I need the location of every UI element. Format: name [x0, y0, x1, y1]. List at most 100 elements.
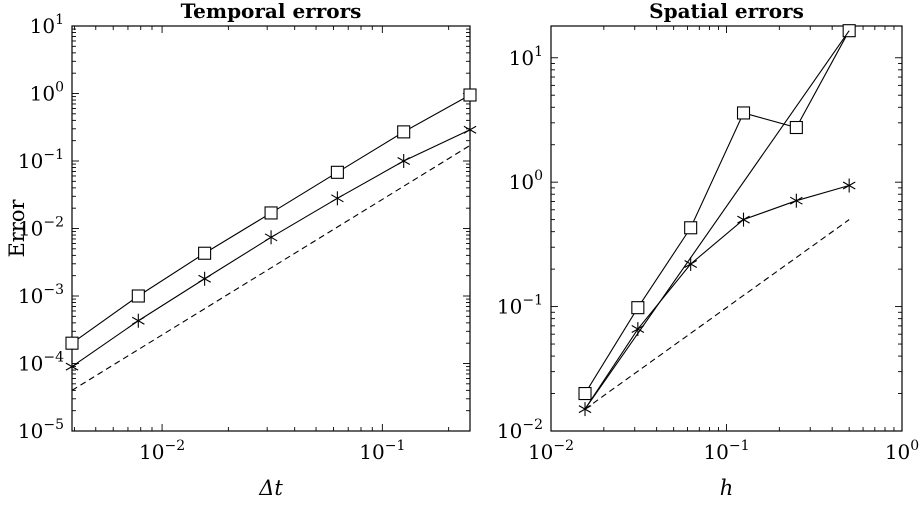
y-tick-label-exponent: −3 — [43, 282, 64, 298]
square-marker — [578, 386, 592, 401]
y-tick-label: 100 — [509, 168, 543, 194]
series-asterisk-series — [578, 178, 856, 417]
asterisk-marker — [198, 271, 211, 286]
x-tick-label-base: 10 — [703, 440, 728, 464]
x-tick-label: 100 — [885, 438, 919, 464]
plot-frame — [71, 25, 471, 432]
asterisk-stroke — [198, 274, 211, 283]
y-tick-label: 101 — [509, 44, 543, 70]
y-tick-label-base: 10 — [18, 352, 43, 376]
asterisk-marker — [331, 191, 344, 206]
y-tick-label-exponent: −5 — [43, 417, 64, 433]
axis-ticks — [550, 26, 903, 432]
x-tick-label: 10−1 — [703, 438, 749, 464]
y-tick-label: 10−4 — [18, 350, 64, 376]
y-tick-label-exponent: −1 — [522, 293, 543, 309]
y-tick-label: 10−1 — [18, 147, 64, 173]
x-tick-label: 10−1 — [359, 438, 405, 464]
series-line — [584, 184, 850, 410]
y-tick-label-exponent: −4 — [43, 350, 64, 366]
square-marker — [684, 221, 698, 235]
series-dashed-reference — [71, 144, 471, 391]
series-line — [71, 129, 471, 368]
x-tick-label-exponent: −2 — [553, 438, 574, 454]
series-reference-line — [584, 30, 850, 410]
series-asterisk-series — [65, 122, 477, 374]
y-tick-label: 10−5 — [18, 417, 64, 443]
asterisk-marker — [789, 193, 803, 208]
square-marker — [264, 206, 278, 220]
asterisk-stroke — [264, 233, 278, 242]
square-marker — [397, 125, 411, 139]
series-dashed-reference — [584, 219, 850, 410]
x-axis-label: Δt — [258, 476, 283, 500]
dashed-line — [71, 144, 471, 391]
asterisk-marker — [264, 230, 278, 245]
asterisk-marker — [842, 178, 856, 193]
y-tick-label-base: 10 — [30, 82, 55, 106]
series-line — [584, 30, 850, 410]
y-tick-label-exponent: 1 — [55, 12, 64, 28]
x-tick-label-base: 10 — [359, 440, 384, 464]
square-marker — [65, 336, 79, 350]
y-tick-label-exponent: 0 — [534, 168, 543, 184]
asterisk-marker — [397, 154, 411, 168]
square-marker — [198, 246, 212, 260]
y-tick-label-base: 10 — [18, 217, 43, 241]
asterisk-stroke — [684, 260, 698, 268]
asterisk-stroke — [789, 196, 803, 205]
chart-title: Temporal errors — [181, 0, 362, 23]
y-tick-label: 10−2 — [497, 417, 543, 443]
series-line — [584, 30, 850, 394]
x-tick-label-exponent: 0 — [910, 438, 919, 454]
y-tick-label-exponent: −1 — [43, 147, 64, 163]
y-tick-label-base: 10 — [497, 295, 522, 319]
y-tick-label-base: 10 — [509, 170, 534, 194]
x-tick-label-exponent: −2 — [164, 438, 185, 454]
y-tick-label-base: 10 — [497, 419, 522, 443]
y-tick-label-base: 10 — [509, 46, 534, 70]
x-tick-label-base: 10 — [139, 440, 164, 464]
y-tick-label: 10−3 — [18, 282, 64, 308]
y-axis-label: Error — [5, 198, 29, 257]
square-marker — [789, 120, 803, 135]
square-marker — [736, 106, 751, 120]
asterisk-stroke — [131, 316, 145, 325]
asterisk-marker — [684, 256, 698, 271]
y-tick-label: 100 — [30, 80, 64, 106]
square-marker — [131, 289, 145, 303]
asterisk-stroke — [65, 362, 79, 371]
asterisk-stroke — [842, 181, 856, 190]
chart-title: Spatial errors — [649, 0, 804, 23]
y-tick-label-exponent: 0 — [55, 80, 64, 96]
asterisk-marker — [65, 359, 79, 374]
series-square-series — [578, 24, 856, 401]
square-marker — [631, 301, 645, 315]
axis-ticks — [72, 25, 470, 432]
asterisk-marker — [578, 402, 592, 417]
y-tick-label-base: 10 — [30, 14, 55, 38]
x-tick-label: 10−2 — [139, 438, 185, 464]
x-tick-label-exponent: −1 — [729, 438, 750, 454]
asterisk-marker — [463, 122, 477, 137]
asterisk-stroke — [463, 125, 477, 134]
x-tick-label-exponent: −1 — [385, 438, 406, 454]
x-axis-label: h — [720, 476, 734, 500]
x-tick-label-base: 10 — [528, 440, 553, 464]
y-tick-label-exponent: −2 — [43, 215, 64, 231]
series-square-series — [65, 88, 477, 350]
x-tick-label-base: 10 — [885, 440, 910, 464]
y-tick-label: 10−2 — [18, 215, 64, 241]
y-tick-label: 10−1 — [497, 293, 543, 319]
y-tick-label-exponent: 1 — [534, 44, 543, 60]
x-tick-label: 10−2 — [528, 438, 574, 464]
y-tick-label-exponent: −2 — [522, 417, 543, 433]
asterisk-marker — [131, 313, 145, 328]
asterisk-stroke — [397, 157, 411, 165]
y-tick-label-base: 10 — [18, 419, 43, 443]
square-marker — [330, 165, 344, 179]
dashed-line — [584, 219, 850, 410]
